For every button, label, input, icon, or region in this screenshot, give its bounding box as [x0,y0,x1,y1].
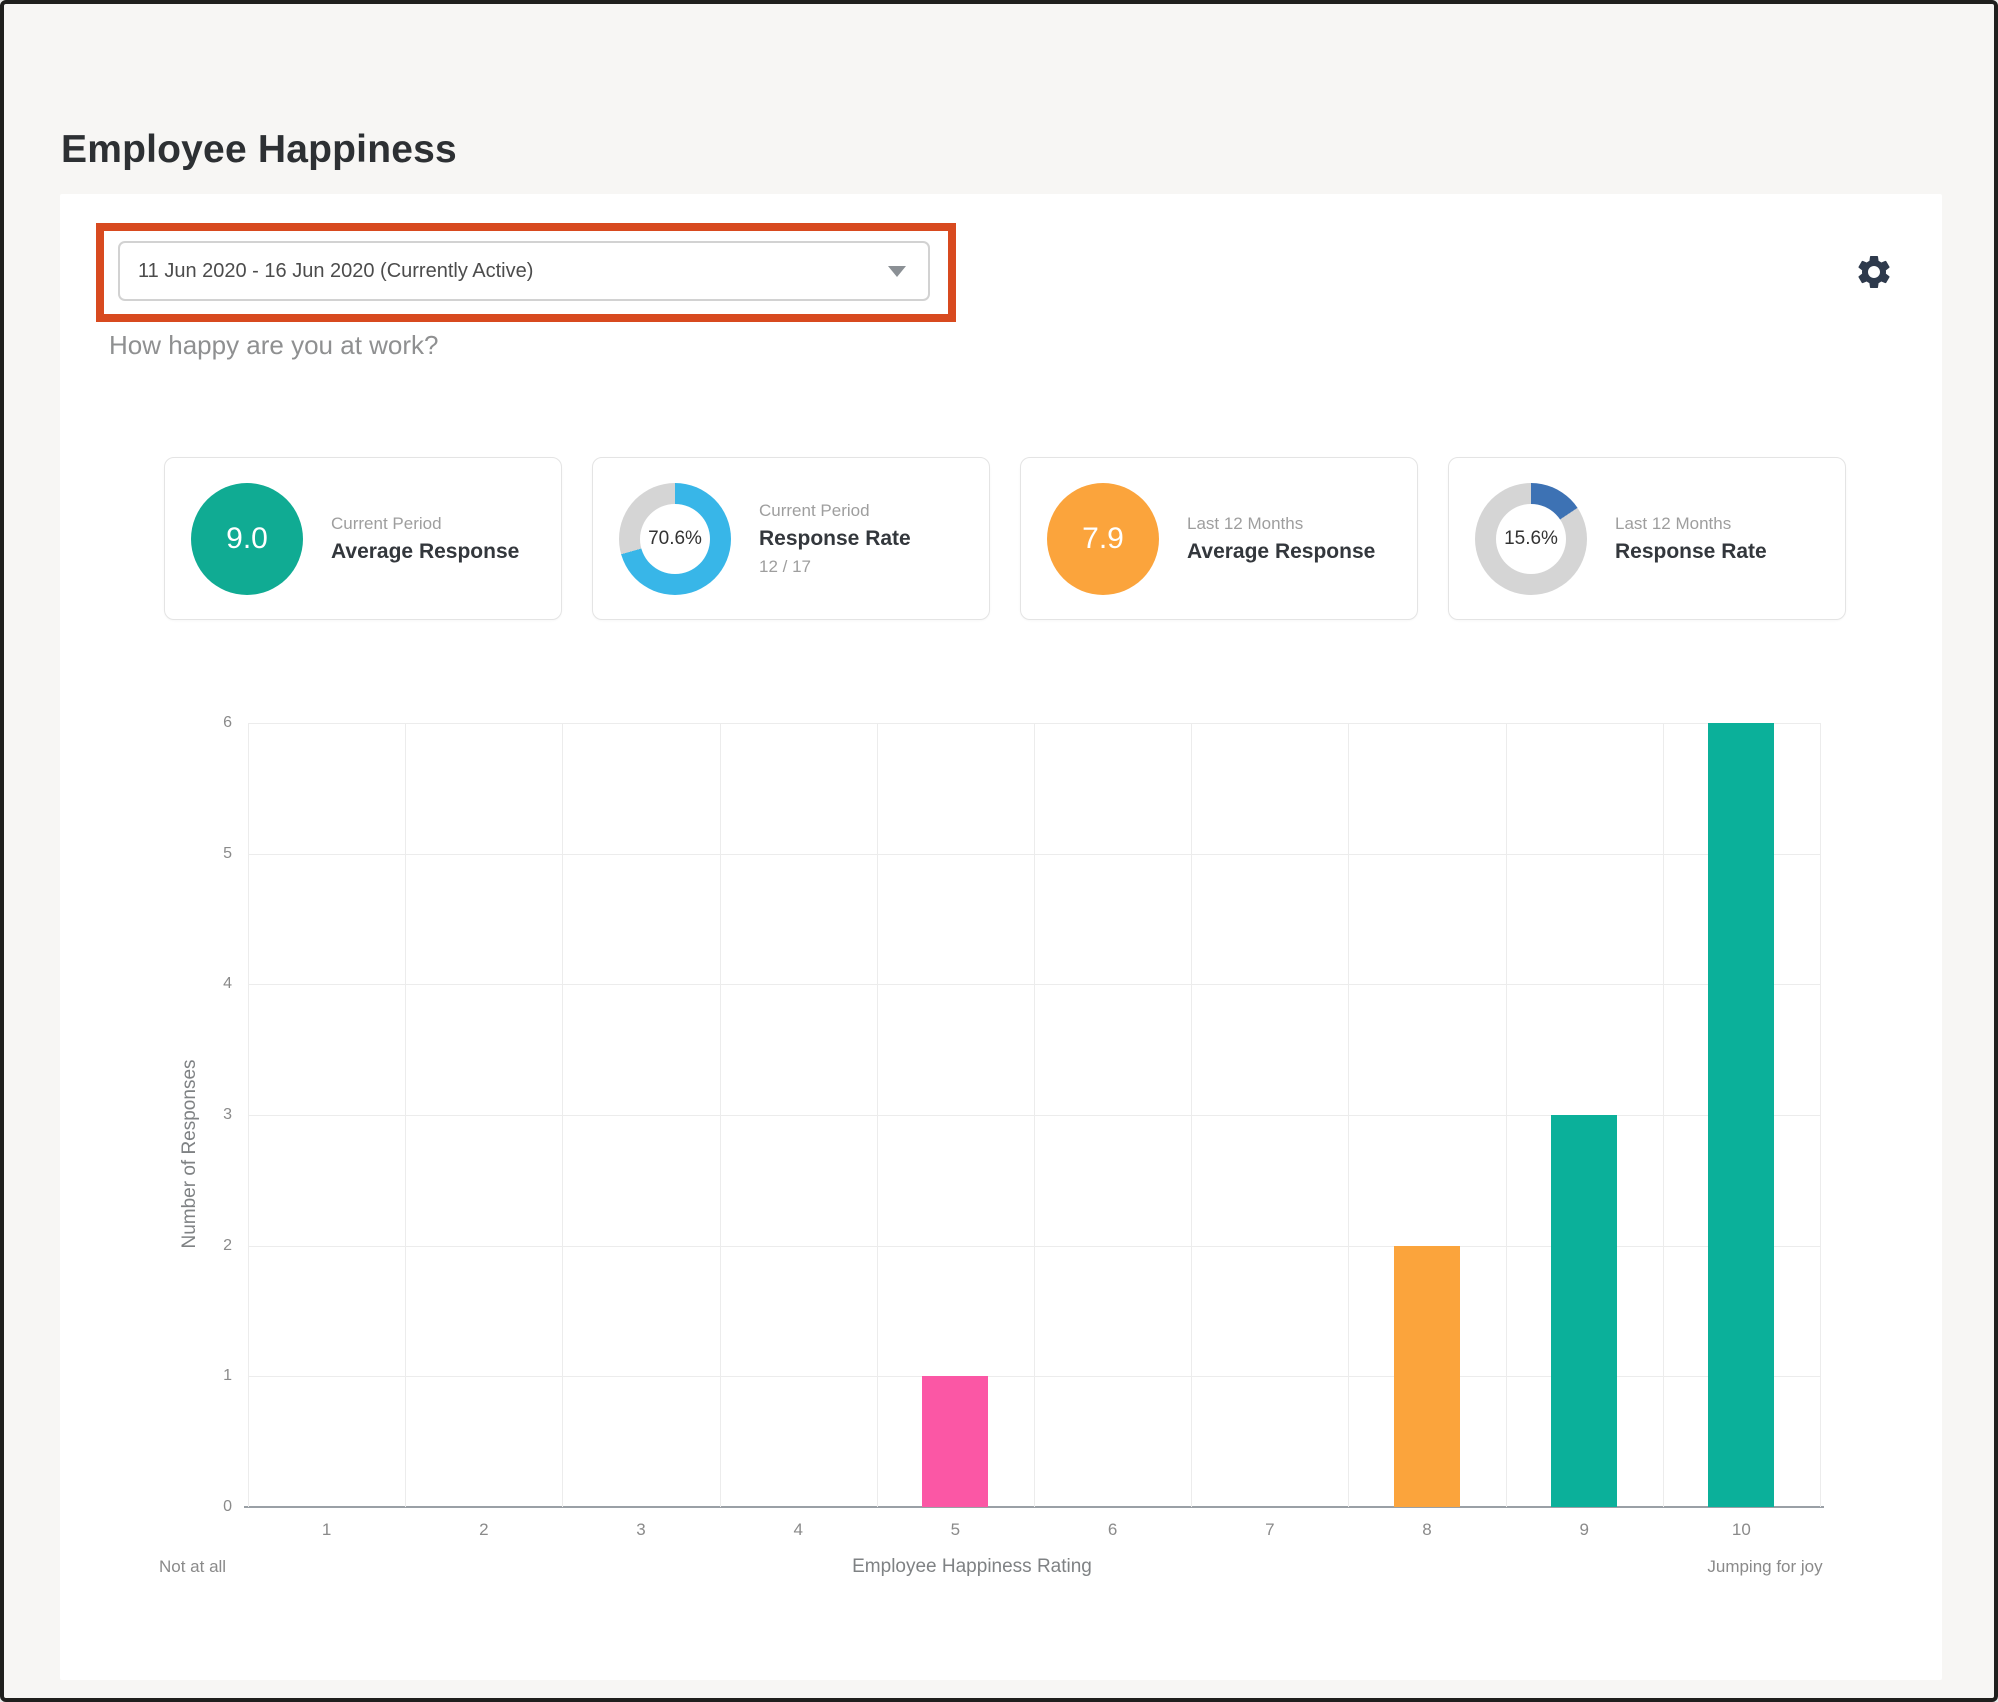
x-axis-max-caption: Jumping for joy [1707,1557,1823,1576]
x-tick-label: 5 [950,1520,961,1539]
x-tick-label: 8 [1422,1520,1432,1539]
stat-card-yearly-average: 7.9 Last 12 Months Average Response [1020,457,1418,620]
y-tick-label: 1 [223,1367,232,1385]
y-axis-title: Number of Responses [179,1059,200,1249]
x-tick-label: 2 [479,1520,489,1539]
stat-period-label: Last 12 Months [1615,513,1732,533]
gear-icon [1858,256,1890,288]
x-tick-label: 4 [793,1520,803,1539]
gridline-vertical [1820,723,1821,1507]
stat-card-current-response-rate: 70.6% Current Period Response Rate 12 / … [592,457,990,620]
y-tick-label: 2 [223,1236,232,1254]
gridline-vertical [1662,723,1664,1507]
average-score-circle: 7.9 [1047,482,1159,595]
stat-metric-label: Average Response [331,539,520,563]
y-tick-label: 4 [223,975,232,993]
y-tick-label: 5 [223,844,232,862]
gridline-vertical [1034,723,1035,1507]
stat-value: 9.0 [226,521,268,555]
x-tick-label: 3 [636,1520,646,1539]
x-tick-label: 10 [1731,1520,1751,1539]
x-axis-min-caption: Not at all [159,1557,227,1576]
stat-value: 7.9 [1082,521,1124,555]
stat-period-label: Current Period [331,513,442,533]
survey-question: How happy are you at work? [109,330,439,360]
annotation-highlight [96,223,956,322]
content-panel [60,194,1942,1680]
x-axis-line [244,1506,1824,1508]
gridline-vertical [719,723,721,1507]
gridline-vertical [1348,723,1350,1507]
stat-period-label: Current Period [759,500,870,520]
settings-button[interactable] [1848,246,1900,298]
stat-metric-label: Response Rate [1615,539,1767,563]
x-tick-label: 1 [321,1520,332,1539]
x-tick-label: 9 [1579,1520,1589,1539]
stat-fraction-label: 12 / 17 [759,556,811,576]
gridline-vertical [1505,723,1507,1507]
stat-period-label: Last 12 Months [1187,513,1304,533]
gridline-vertical [405,723,407,1507]
bar-rating-9[interactable] [1551,1115,1618,1507]
gridline-vertical [248,723,249,1507]
stat-cards-row: 9.0 Current Period Average Response 70.6… [164,457,1846,620]
response-rate-donut: 70.6% [619,482,731,595]
stat-value: 70.6% [648,527,702,549]
y-tick-label: 0 [223,1498,232,1515]
bar-rating-8[interactable] [1394,1245,1460,1507]
y-tick-label: 3 [223,1106,232,1123]
y-tick-label: 6 [223,714,232,731]
x-axis-title: Employee Happiness Rating [852,1556,1092,1577]
stat-metric-label: Response Rate [759,526,911,550]
response-rate-donut: 15.6% [1475,482,1587,595]
stat-value: 15.6% [1504,527,1558,549]
period-dropdown[interactable]: 11 Jun 2020 - 16 Jun 2020 (Currently Act… [118,241,930,301]
stat-metric-label: Average Response [1187,539,1376,563]
bar-rating-5[interactable] [922,1376,989,1507]
chevron-down-icon [888,266,906,277]
bar-rating-10[interactable] [1708,723,1775,1507]
stat-card-yearly-response-rate: 15.6% Last 12 Months Response Rate [1448,457,1846,620]
x-tick-label: 6 [1107,1520,1118,1539]
gridline-vertical [562,723,564,1507]
x-tick-label: 7 [1265,1520,1275,1539]
page-title: Employee Happiness [61,128,457,171]
gridline-vertical [1191,723,1193,1507]
stat-card-current-average: 9.0 Current Period Average Response [164,457,562,620]
period-dropdown-value: 11 Jun 2020 - 16 Jun 2020 (Currently Act… [138,259,534,282]
gridline-vertical [876,723,878,1507]
average-score-circle: 9.0 [191,482,303,595]
